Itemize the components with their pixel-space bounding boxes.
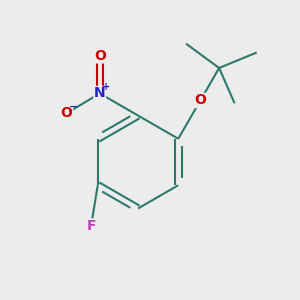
Text: O: O [94, 49, 106, 63]
Text: O: O [61, 106, 73, 120]
Text: +: + [102, 82, 110, 92]
Text: N: N [94, 86, 106, 100]
Text: F: F [86, 219, 96, 233]
Text: −: − [68, 102, 78, 112]
Text: O: O [194, 94, 206, 107]
